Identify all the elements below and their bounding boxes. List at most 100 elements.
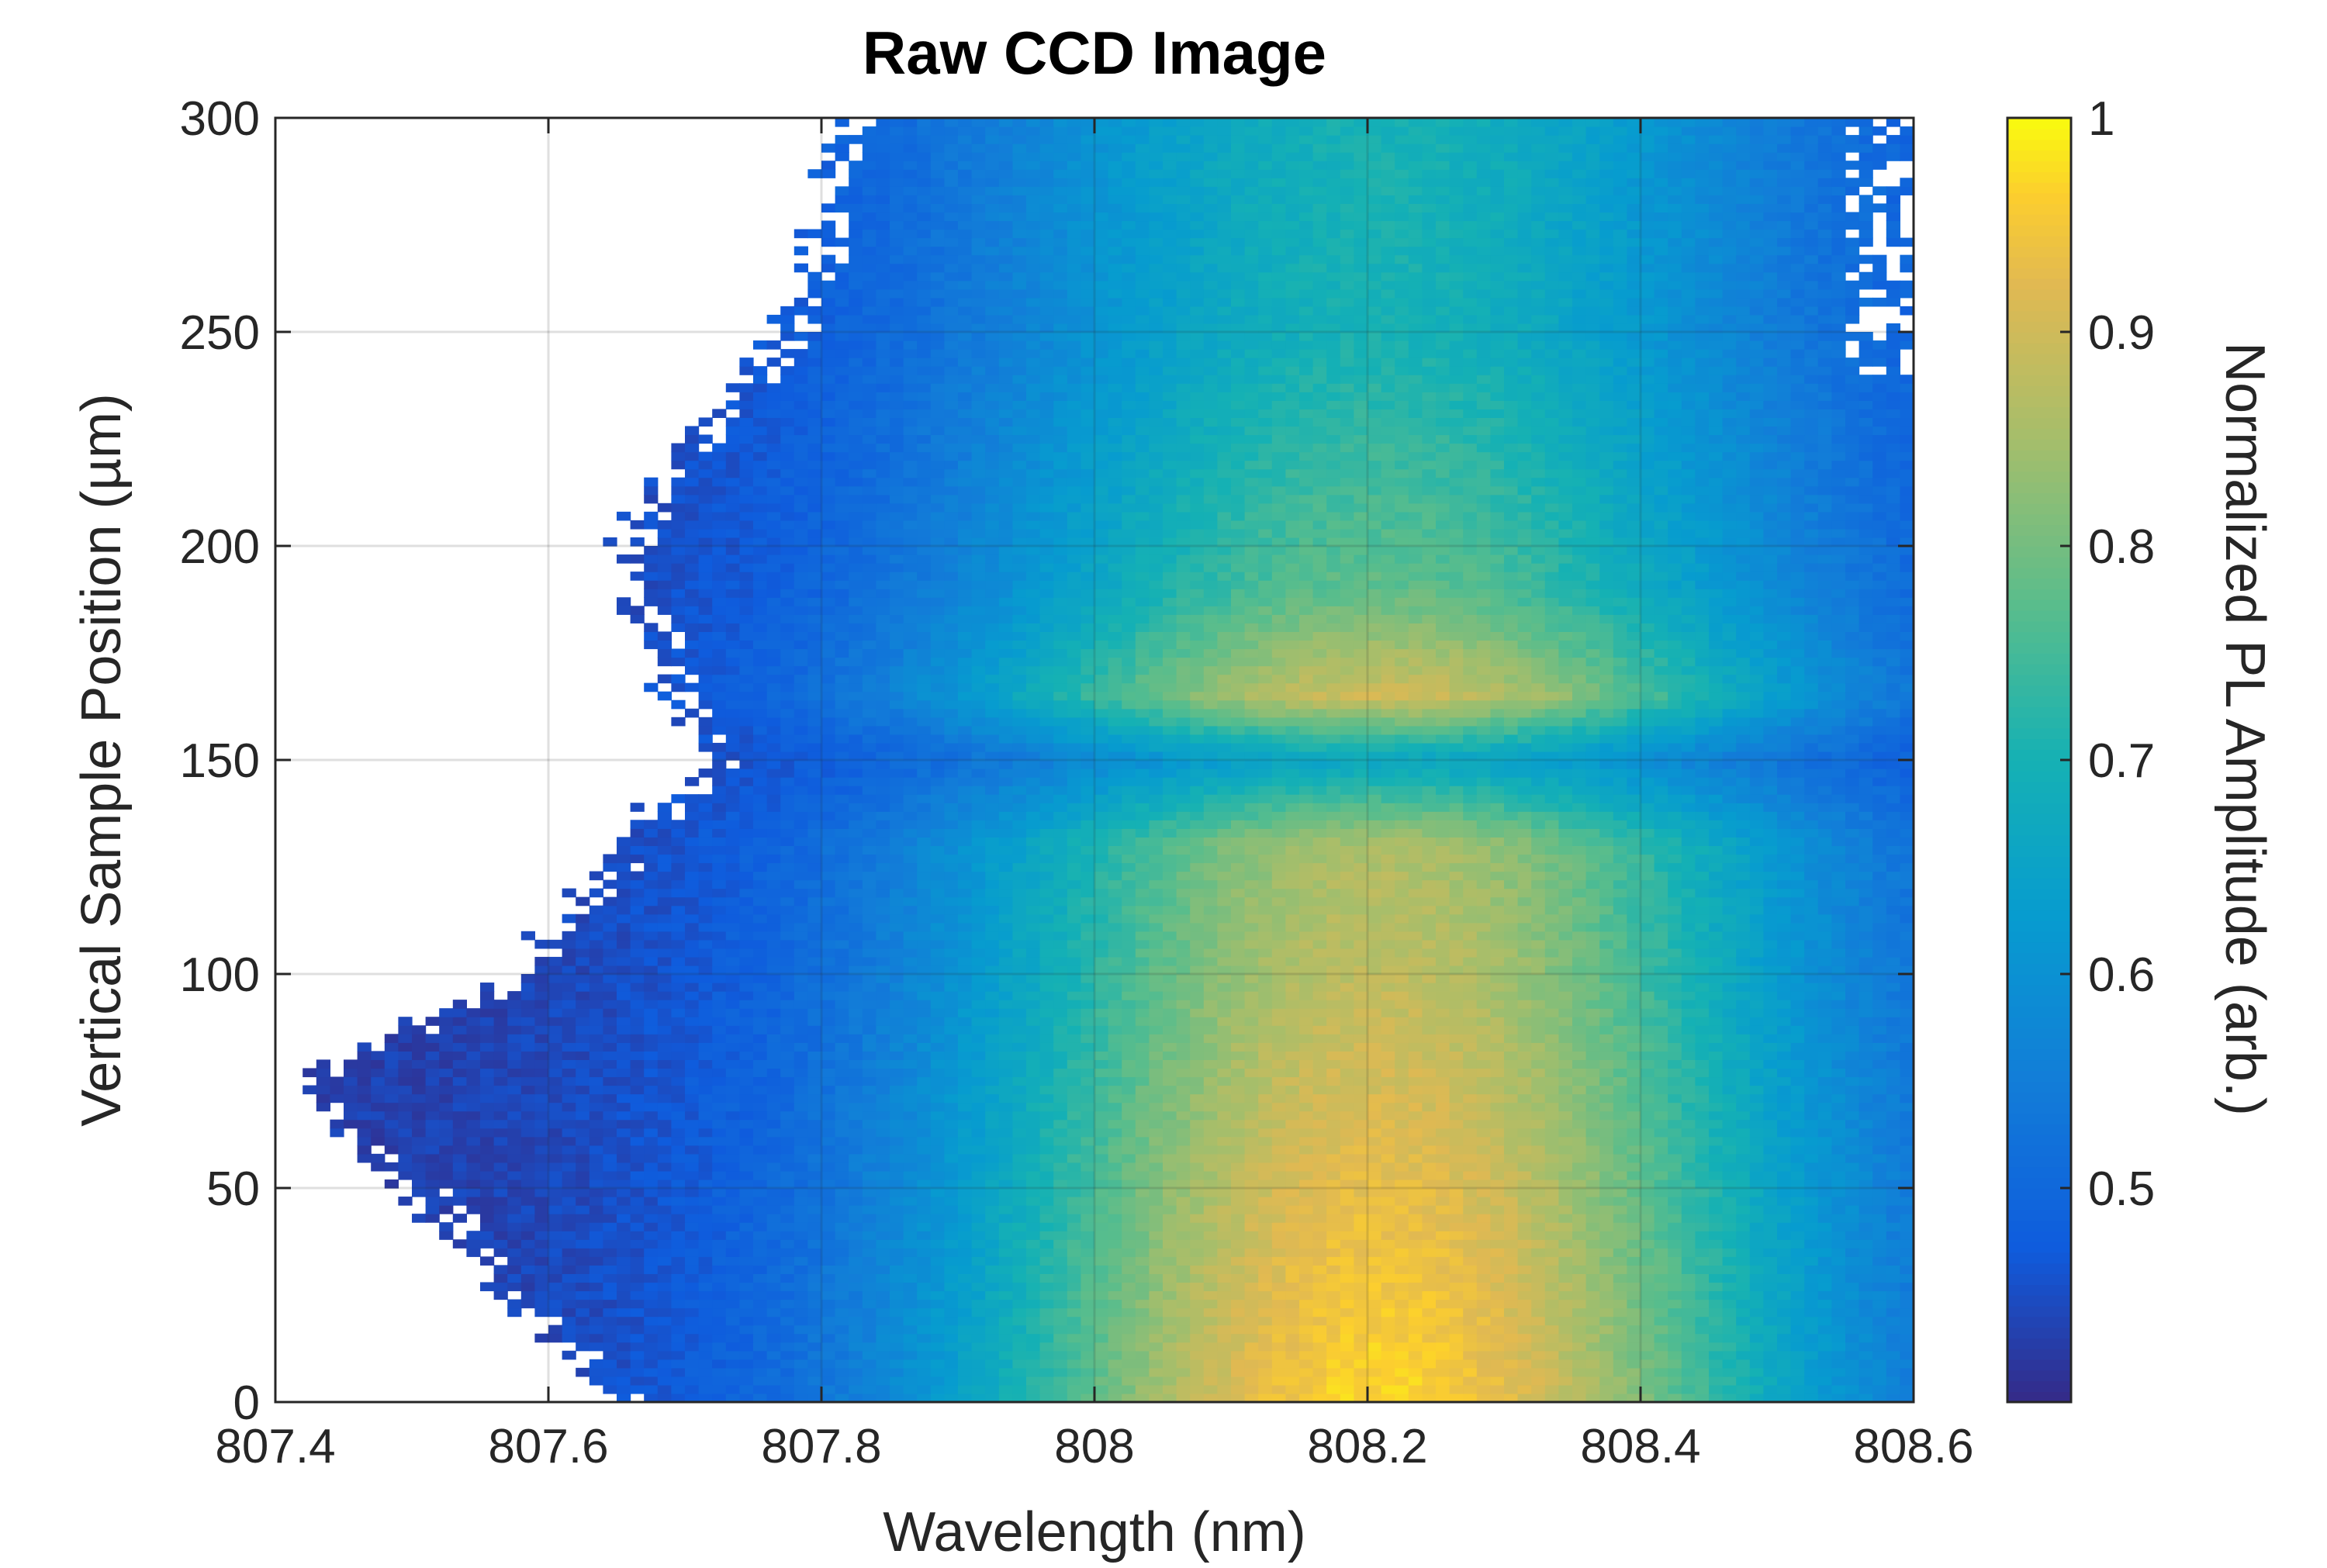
heatmap-cell <box>1368 1342 1382 1352</box>
heatmap-cell <box>971 1342 986 1352</box>
heatmap-cell <box>1599 1170 1614 1180</box>
heatmap-cell <box>644 1170 659 1180</box>
heatmap-cell <box>1149 1025 1164 1034</box>
heatmap-cell <box>576 1248 590 1257</box>
heatmap-cell <box>917 1307 932 1318</box>
heatmap-cell <box>917 1376 932 1386</box>
heatmap-cell <box>425 1051 440 1060</box>
heatmap-cell <box>1285 1110 1300 1121</box>
heatmap-cell <box>766 1068 781 1078</box>
heatmap-cell <box>1736 1350 1751 1360</box>
heatmap-cell <box>1736 1136 1751 1146</box>
heatmap-cell <box>657 1299 672 1309</box>
heatmap-cell <box>466 1085 481 1095</box>
heatmap-cell <box>780 1299 795 1309</box>
heatmap-cell <box>1271 1282 1286 1292</box>
heatmap-cell <box>712 1231 727 1240</box>
heatmap-cell <box>480 1068 495 1078</box>
heatmap-cell <box>1081 1214 1095 1223</box>
heatmap-cell <box>1258 1248 1273 1257</box>
heatmap-cell <box>1436 1325 1450 1335</box>
heatmap-cell <box>766 1214 781 1223</box>
heatmap-cell <box>1244 1256 1259 1266</box>
heatmap-cell <box>425 1136 440 1146</box>
heatmap-cell <box>1081 1307 1095 1318</box>
heatmap-cell <box>589 1042 603 1052</box>
heatmap-cell <box>1217 1256 1232 1266</box>
heatmap-cell <box>507 1214 522 1223</box>
heatmap-cell <box>1217 1102 1232 1112</box>
heatmap-cell <box>1231 1307 1246 1318</box>
heatmap-cell <box>1845 1214 1860 1223</box>
heatmap-cell <box>1176 1068 1191 1078</box>
heatmap-cell <box>1831 1359 1846 1369</box>
heatmap-cell <box>1695 1307 1710 1318</box>
heatmap-cell <box>1777 1008 1792 1017</box>
heatmap-cell <box>1122 1248 1136 1257</box>
heatmap-cell <box>384 1179 399 1189</box>
heatmap-cell <box>766 1282 781 1292</box>
heatmap-cell <box>630 1008 645 1017</box>
heatmap-cell <box>1476 1316 1491 1326</box>
heatmap-cell <box>1053 1316 1068 1326</box>
heatmap-cell <box>753 1265 768 1274</box>
heatmap-cell <box>644 1290 659 1300</box>
heatmap-cell <box>520 1273 535 1283</box>
heatmap-cell <box>603 1093 617 1103</box>
heatmap-cell <box>1012 1222 1027 1231</box>
heatmap-cell <box>1558 1325 1573 1335</box>
heatmap-cell <box>493 1136 508 1146</box>
heatmap-cell <box>657 1393 672 1402</box>
heatmap-cell <box>1668 1197 1682 1206</box>
heatmap-cell <box>1067 1179 1081 1189</box>
heatmap-cell <box>725 1017 740 1026</box>
heatmap-cell <box>1900 1333 1914 1343</box>
heatmap-cell <box>1817 1333 1832 1343</box>
heatmap-cell <box>862 1145 877 1155</box>
heatmap-cell <box>1408 1299 1423 1309</box>
heatmap-cell <box>576 1110 590 1121</box>
heatmap-cell <box>534 1102 549 1112</box>
heatmap-cell <box>644 1051 659 1060</box>
heatmap-cell <box>1681 1068 1696 1078</box>
heatmap-cell <box>1108 1376 1122 1386</box>
heatmap-cell <box>753 1042 768 1052</box>
heatmap-cell <box>1558 1170 1573 1180</box>
heatmap-cell <box>1886 1170 1900 1180</box>
heatmap-cell <box>1067 1393 1081 1402</box>
heatmap-cell <box>1749 1128 1764 1138</box>
heatmap-cell <box>766 1153 781 1163</box>
heatmap-cell <box>1831 1282 1846 1292</box>
heatmap-cell <box>589 1222 603 1231</box>
heatmap-cell <box>971 1214 986 1223</box>
heatmap-cell <box>1203 1093 1218 1103</box>
heatmap-cell <box>534 1145 549 1155</box>
heatmap-cell <box>930 1350 945 1360</box>
heatmap-cell <box>1299 1282 1314 1292</box>
heatmap-cell <box>1681 1214 1696 1223</box>
heatmap-cell <box>958 1265 973 1274</box>
heatmap-cell <box>1763 1025 1778 1034</box>
heatmap-cell <box>1845 1051 1860 1060</box>
heatmap-cell <box>1641 1197 1655 1206</box>
heatmap-cell <box>1654 1265 1668 1274</box>
heatmap-cell <box>890 1197 904 1206</box>
heatmap-cell <box>1572 1350 1587 1360</box>
heatmap-cell <box>1026 1128 1041 1138</box>
heatmap-cell <box>1190 1256 1205 1266</box>
heatmap-cell <box>890 1273 904 1283</box>
heatmap-cell <box>1463 1128 1478 1138</box>
heatmap-cell <box>835 1299 849 1309</box>
heatmap-cell <box>971 1367 986 1377</box>
heatmap-cell <box>1271 1042 1286 1052</box>
heatmap-cell <box>1709 1239 1724 1249</box>
heatmap-cell <box>1722 1214 1737 1223</box>
heatmap-cell <box>1231 1025 1246 1034</box>
heatmap-cell <box>1135 1017 1150 1026</box>
heatmap-cell <box>425 1162 440 1172</box>
heatmap-cell <box>725 1273 740 1283</box>
heatmap-cell <box>890 1325 904 1335</box>
heatmap-cell <box>821 1316 836 1326</box>
heatmap-cell <box>1722 1342 1737 1352</box>
heatmap-cell <box>998 1068 1013 1078</box>
